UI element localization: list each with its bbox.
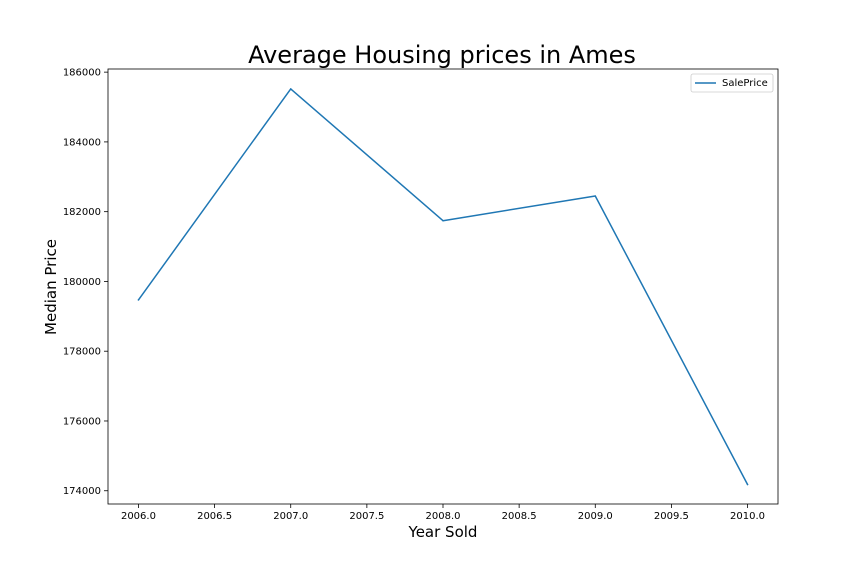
- data-point: [289, 88, 292, 90]
- x-axis-label: Year Sold: [408, 523, 478, 541]
- y-tick-label: 180000: [63, 277, 101, 288]
- legend-label-saleprice: SalePrice: [722, 78, 768, 89]
- y-axis-ticks: 174000 176000 178000 180000 182000 184000 1860…: [63, 68, 108, 497]
- legend-box: [690, 73, 774, 93]
- y-tick-label: 182000: [63, 207, 101, 218]
- data-point: [594, 195, 597, 197]
- y-tick-label: 174000: [63, 486, 101, 497]
- y-axis-label: Median Price: [42, 239, 60, 335]
- x-tick-label: 2007.0: [273, 511, 308, 522]
- x-tick-label: 2010.0: [730, 511, 765, 522]
- x-tick-label: 2008.0: [426, 511, 461, 522]
- data-point: [746, 483, 749, 486]
- y-tick-label: 178000: [63, 347, 101, 358]
- legend: SalePrice: [690, 73, 774, 93]
- x-tick-label: 2007.5: [349, 511, 384, 522]
- x-tick-label: 2006.0: [121, 511, 156, 522]
- x-tick-label: 2006.5: [197, 511, 232, 522]
- y-tick-label: 176000: [63, 416, 101, 427]
- data-point: [137, 299, 140, 301]
- y-tick-label: 184000: [63, 137, 101, 148]
- x-axis-ticks: 2006.0 2006.5 2007.0 2007.5 2008.0 2008.5 2009…: [121, 504, 765, 522]
- data-point: [442, 219, 444, 222]
- x-tick-label: 2009.5: [654, 511, 689, 522]
- x-tick-label: 2008.5: [502, 511, 537, 522]
- chart-title: Average Housing prices in Ames: [248, 41, 636, 69]
- y-tick-label: 186000: [63, 68, 101, 79]
- plot-area: 2006.0 2006.5 2007.0 2007.5 2008.0 2008.5 2009…: [63, 68, 779, 522]
- x-tick-label: 2009.0: [578, 511, 613, 522]
- series-layer: [137, 88, 749, 486]
